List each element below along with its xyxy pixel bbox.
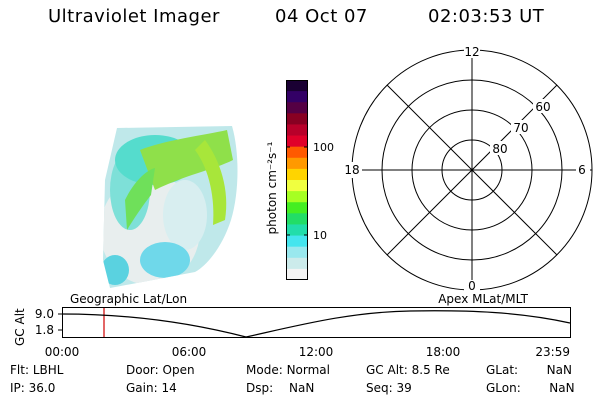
gain-info: Gain: 14	[126, 381, 177, 395]
geographic-latlon-label: Geographic Lat/Lon	[70, 292, 187, 306]
seq-label: Seq:	[366, 381, 393, 395]
lat-label-80: 80	[492, 142, 507, 156]
orbit-timeline: Geographic Lat/Lon Apex MLat/MLT 9.0 1.8…	[13, 292, 571, 359]
door-value: Open	[162, 363, 195, 377]
gc-alt-tick-high: 9.0	[35, 307, 54, 321]
colorbar-band	[286, 180, 308, 192]
filter-info: Flt: LBHL	[10, 363, 63, 377]
colorbar-band	[286, 80, 308, 92]
glon-info: GLon: NaN	[486, 381, 575, 395]
colorbar-band	[286, 213, 308, 225]
colorbar-band	[286, 168, 308, 181]
glon-value: NaN	[549, 381, 575, 395]
apex-mlat-mlt-label: Apex MLat/MLT	[438, 292, 528, 306]
intensity-colorbar	[286, 80, 308, 280]
gc-alt-tick-low: 1.8	[35, 323, 54, 337]
glat-value: NaN	[546, 363, 572, 377]
colorbar-tick-10: 10	[313, 229, 327, 242]
colorbar-band	[286, 135, 308, 148]
colorbar-band	[286, 224, 308, 237]
ip-label: IP:	[10, 381, 25, 395]
dsp-value: NaN	[288, 381, 315, 395]
mlt-label-18: 18	[344, 163, 359, 177]
gc-alt-label: GC Alt:	[366, 363, 408, 377]
colorbar-band	[286, 202, 308, 214]
filter-value: LBHL	[32, 363, 64, 377]
seq-value: 39	[396, 381, 412, 395]
lat-label-70: 70	[513, 121, 528, 135]
colorbar-band	[286, 157, 308, 170]
observation-date: 04 Oct 07	[275, 6, 368, 27]
colorbar-band	[286, 257, 308, 270]
colorbar-tick-100: 100	[313, 141, 334, 154]
gc-alt-value: 8.5 Re	[411, 363, 450, 377]
glat-label: GLat:	[486, 363, 519, 377]
ip-info: IP: 36.0	[10, 381, 55, 395]
door-info: Door: Open	[126, 363, 195, 377]
mode-value: Normal	[286, 363, 330, 377]
gain-value: 14	[161, 381, 177, 395]
mode-info: Mode: Normal	[246, 363, 330, 377]
time-tick-1800: 18:00	[426, 345, 461, 359]
time-tick-2359: 23:59	[535, 345, 570, 359]
seq-info: Seq: 39	[366, 381, 412, 395]
colorbar-band	[286, 146, 308, 159]
ip-value: 36.0	[28, 381, 56, 395]
colorbar-band	[286, 246, 308, 259]
uv-auroral-image	[103, 126, 238, 288]
time-tick-1200: 12:00	[299, 345, 334, 359]
colorbar-band	[286, 235, 308, 248]
gain-label: Gain:	[126, 381, 158, 395]
dsp-label: Dsp:	[246, 381, 274, 395]
lat-label-60: 60	[535, 100, 550, 114]
mode-label: Mode:	[246, 363, 283, 377]
mlt-label-0: 0	[468, 279, 476, 293]
mlt-label-6: 6	[578, 163, 586, 177]
polar-mlat-mlt-grid: 12 18 6 0 60 70 80	[340, 44, 593, 294]
colorbar-band	[286, 124, 308, 137]
gc-alt-info: GC Alt: 8.5 Re	[366, 363, 450, 377]
observation-time: 02:03:53 UT	[428, 6, 545, 27]
imager-title: Ultraviolet Imager	[48, 6, 220, 27]
gc-altitude-curve	[61, 310, 571, 338]
time-tick-0000: 00:00	[45, 345, 80, 359]
colorbar-band	[286, 268, 308, 280]
time-tick-0600: 06:00	[172, 345, 207, 359]
glat-info: GLat: NaN	[486, 363, 572, 377]
colorbar-unit-label: photon cm⁻²s⁻¹	[265, 141, 279, 235]
glon-label: GLon:	[486, 381, 521, 395]
dsp-info: Dsp: NaN	[246, 381, 314, 395]
colorbar-band	[286, 102, 308, 114]
mlt-label-12: 12	[464, 45, 479, 59]
colorbar-band	[286, 91, 308, 103]
gc-alt-axis-label: GC Alt	[13, 308, 27, 346]
door-label: Door:	[126, 363, 159, 377]
colorbar-band	[286, 191, 308, 203]
colorbar-gradient	[286, 80, 308, 280]
colorbar-band	[286, 113, 308, 125]
filter-label: Flt:	[10, 363, 29, 377]
